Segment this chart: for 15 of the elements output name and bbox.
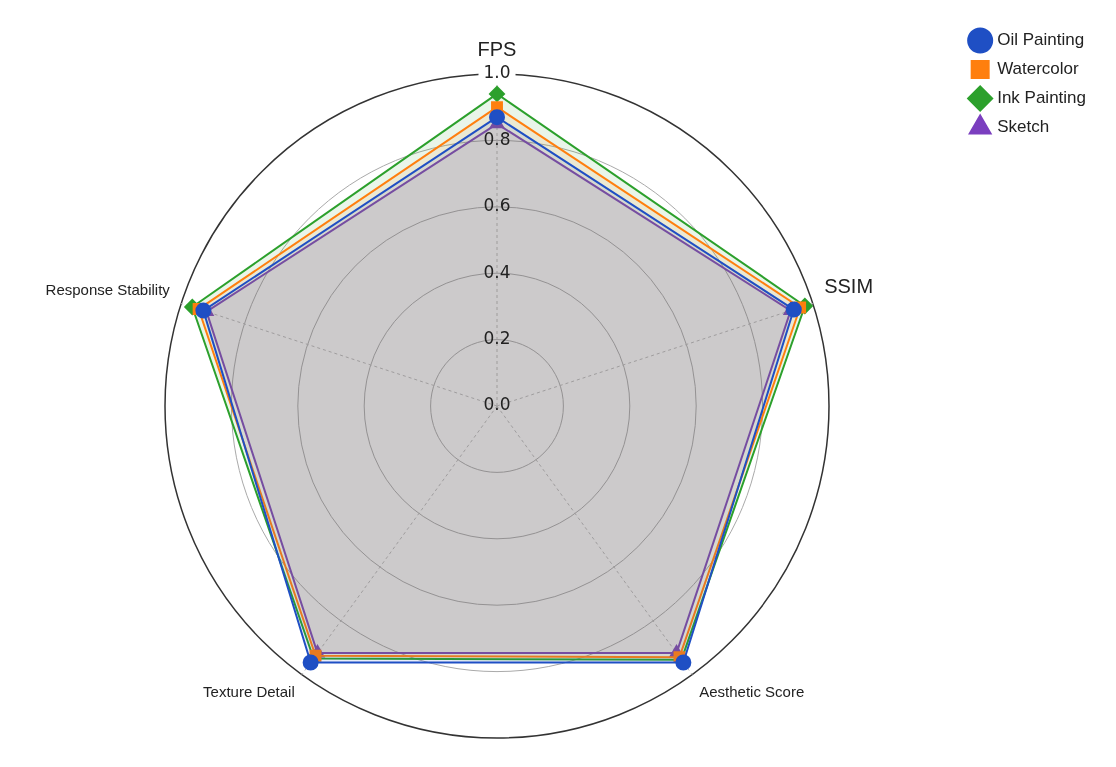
spoke-label: Response Stability (45, 280, 171, 298)
spoke-label: Aesthetic Score (699, 683, 805, 701)
spoke-label: SSIM (824, 275, 874, 298)
legend-label: Watercolor (997, 59, 1080, 79)
legend-label: Oil Painting (997, 30, 1085, 50)
y-tick-label: 0.4 (483, 261, 511, 282)
y-tick-label: 1.0 (483, 62, 511, 83)
legend-label: Ink Painting (997, 88, 1087, 108)
y-tick-label: 0.0 (483, 394, 511, 415)
y-tick-label: 0.2 (483, 328, 511, 349)
y-tick-label: 0.8 (483, 128, 511, 149)
spoke-label: Texture Detail (203, 683, 295, 701)
spoke-label: FPS (477, 37, 517, 60)
legend-label: Sketch (997, 117, 1050, 137)
y-tick-label: 0.6 (483, 195, 511, 216)
